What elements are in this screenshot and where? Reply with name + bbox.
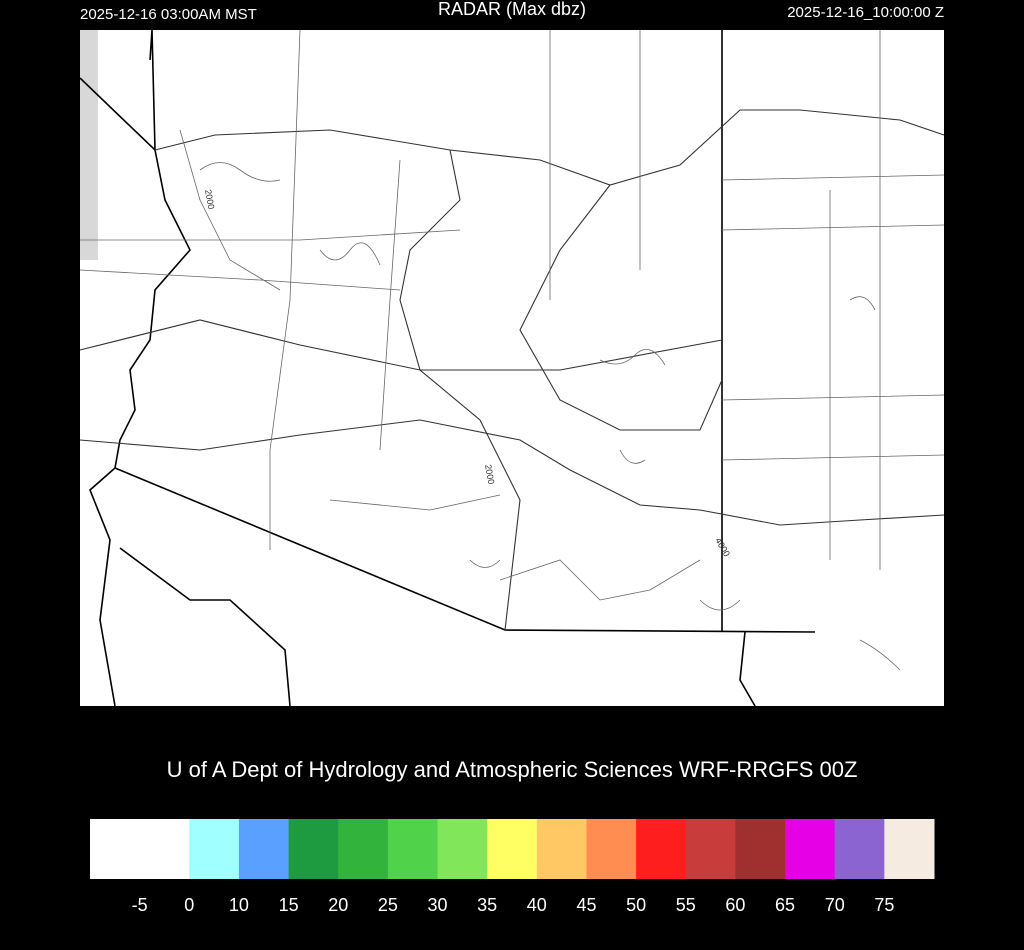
color-swatch (437, 819, 488, 879)
color-swatch (338, 819, 389, 879)
colorbar-tick-label: 35 (477, 895, 497, 915)
colorbar: -5 0 10 15 20 25 30 35 40 45 50 55 60 65 70 75 (90, 819, 935, 915)
colorbar-tick-label: 65 (775, 895, 795, 915)
local-time: 2025-12-16 03:00AM MST (80, 6, 257, 23)
color-swatch (735, 819, 786, 879)
color-swatch (536, 819, 587, 879)
color-swatch (238, 819, 290, 879)
colorbar-tick-label: 0 (184, 895, 194, 915)
colorbar-tick-label: 75 (874, 895, 894, 915)
color-swatch (685, 819, 736, 879)
color-swatch (189, 819, 240, 879)
color-swatch (636, 819, 687, 879)
color-swatch (884, 819, 935, 879)
colorbar-tick-label: 50 (626, 895, 646, 915)
color-swatch (487, 819, 538, 879)
colorbar-tick-label: 60 (725, 895, 745, 915)
colorbar-tick-label: -5 (132, 895, 148, 915)
colorbar-tick-label: 20 (328, 895, 348, 915)
contour-label: 2000 (483, 464, 496, 485)
contour-label: 2000 (203, 189, 216, 210)
color-swatch (288, 819, 339, 879)
colorbar-tick-label: 30 (428, 895, 448, 915)
color-swatch (586, 819, 637, 879)
colorbar-tick-label: 70 (825, 895, 845, 915)
color-swatch (139, 819, 190, 879)
utc-time: 2025-12-16_10:00:00 Z (787, 4, 944, 21)
colorbar-tick-label: 55 (676, 895, 696, 915)
color-swatch (387, 819, 439, 879)
credit: U of A Dept of Hydrology and Atmospheric… (167, 757, 858, 782)
colorbar-tick-label: 40 (527, 895, 547, 915)
colorbar-tick-label: 15 (279, 895, 299, 915)
title: RADAR (Max dbz) (438, 0, 586, 19)
colorbar-tick-label: 45 (576, 895, 596, 915)
color-swatch (785, 819, 836, 879)
map: 2000 2000 4000 (79, 29, 945, 707)
color-swatch (90, 819, 141, 879)
colorbar-tick-label: 10 (229, 895, 249, 915)
colorbar-tick-label: 25 (378, 895, 398, 915)
color-swatch (834, 819, 885, 879)
